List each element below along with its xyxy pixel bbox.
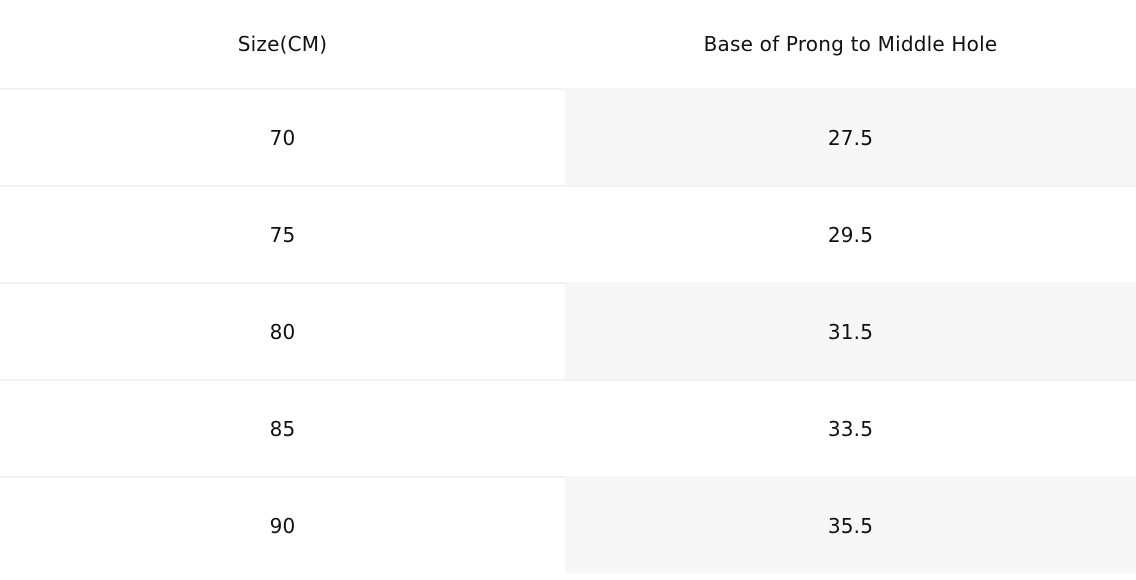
table-cell: 75 [269,222,296,247]
header-row: Size(CM) Base of Prong to Middle Hole [0,0,1136,88]
header-cell: Base of Prong to Middle Hole [703,32,998,56]
table-cell: 80 [269,319,296,344]
table-row: 80 31.5 [0,282,1136,379]
table-cell: 85 [269,416,296,441]
table-row: 85 33.5 [0,379,1136,476]
table-row: 90 35.5 [0,476,1136,573]
table-row: 75 29.5 [0,185,1136,282]
table-cell: 35.5 [565,476,1136,573]
table-row: 70 27.5 [0,88,1136,185]
header-cell: Size(CM) [237,32,328,56]
table-cell: 29.5 [827,222,874,247]
table-cell: 33.5 [827,416,874,441]
table-cell: 90 [269,513,296,538]
table-cell: 70 [269,125,296,150]
table-cell: 31.5 [565,282,1136,379]
table-cell: 27.5 [565,88,1136,185]
